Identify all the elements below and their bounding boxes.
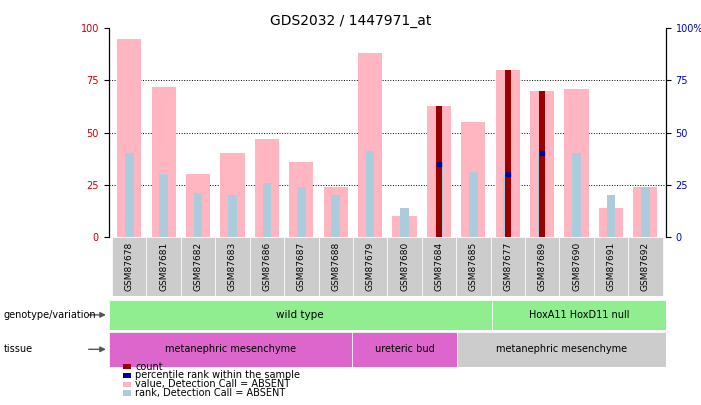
Bar [599,208,623,237]
Bar [388,237,422,296]
Bar [215,237,250,296]
Bar [229,195,237,237]
Bar [181,237,215,296]
Bar [220,153,245,237]
Text: GSM87677: GSM87677 [503,242,512,291]
Text: GSM87681: GSM87681 [159,242,168,291]
Bar [358,53,382,237]
Text: percentile rank within the sample: percentile rank within the sample [135,371,300,380]
Text: GSM87678: GSM87678 [125,242,134,291]
Bar [457,332,666,367]
Bar [263,183,271,237]
Text: ureteric bud: ureteric bud [375,344,435,354]
Bar [400,208,409,237]
Bar [628,237,662,296]
Bar [353,237,388,296]
Bar [564,89,589,237]
Bar [492,300,666,330]
Bar [318,237,353,296]
Bar [559,237,594,296]
Bar [250,237,284,296]
Text: metanephric mesenchyme: metanephric mesenchyme [165,344,296,354]
Bar [366,151,374,237]
Bar [109,300,492,330]
Bar [538,153,546,237]
Bar [112,237,147,296]
Text: GSM87687: GSM87687 [297,242,306,291]
Bar [284,237,318,296]
Text: GSM87690: GSM87690 [572,242,581,291]
Text: tissue: tissue [4,344,33,354]
Bar [193,193,203,237]
Text: GSM87685: GSM87685 [469,242,478,291]
Bar [461,122,485,237]
Text: GSM87689: GSM87689 [538,242,547,291]
Text: rank, Detection Call = ABSENT: rank, Detection Call = ABSENT [135,388,285,398]
Bar [147,237,181,296]
Text: GDS2032 / 1447971_at: GDS2032 / 1447971_at [270,14,431,28]
Text: value, Detection Call = ABSENT: value, Detection Call = ABSENT [135,379,290,389]
Bar [435,164,443,237]
Bar [530,91,554,237]
Bar [109,332,353,367]
Bar [159,175,168,237]
Bar [572,153,581,237]
Bar [422,237,456,296]
Bar [353,332,457,367]
Bar [525,237,559,296]
Bar [503,175,512,237]
Text: GSM87686: GSM87686 [262,242,271,291]
Text: GSM87688: GSM87688 [331,242,340,291]
Bar [594,237,628,296]
Text: GSM87680: GSM87680 [400,242,409,291]
Text: HoxA11 HoxD11 null: HoxA11 HoxD11 null [529,310,629,320]
Bar [117,39,142,237]
Text: GSM87682: GSM87682 [193,242,203,291]
Text: GSM87679: GSM87679 [366,242,374,291]
Bar [496,70,519,237]
Bar [151,87,176,237]
Bar [633,187,658,237]
Bar [393,216,416,237]
Text: count: count [135,362,163,371]
Bar [324,187,348,237]
Text: GSM87684: GSM87684 [435,242,444,291]
Text: genotype/variation: genotype/variation [4,310,96,320]
Text: GSM87691: GSM87691 [606,242,615,291]
Text: GSM87683: GSM87683 [228,242,237,291]
Bar [505,70,511,237]
Bar [427,106,451,237]
Bar [539,91,545,237]
Bar [491,237,525,296]
Text: GSM87692: GSM87692 [641,242,650,291]
Text: wild type: wild type [276,310,324,320]
Bar [332,195,340,237]
Bar [456,237,491,296]
Bar [186,175,210,237]
Bar [125,153,134,237]
Bar [606,195,615,237]
Bar [255,139,279,237]
Bar [469,172,477,237]
Bar [297,187,306,237]
Bar [641,187,650,237]
Text: metanephric mesenchyme: metanephric mesenchyme [496,344,627,354]
Bar [436,106,442,237]
Bar [290,162,313,237]
